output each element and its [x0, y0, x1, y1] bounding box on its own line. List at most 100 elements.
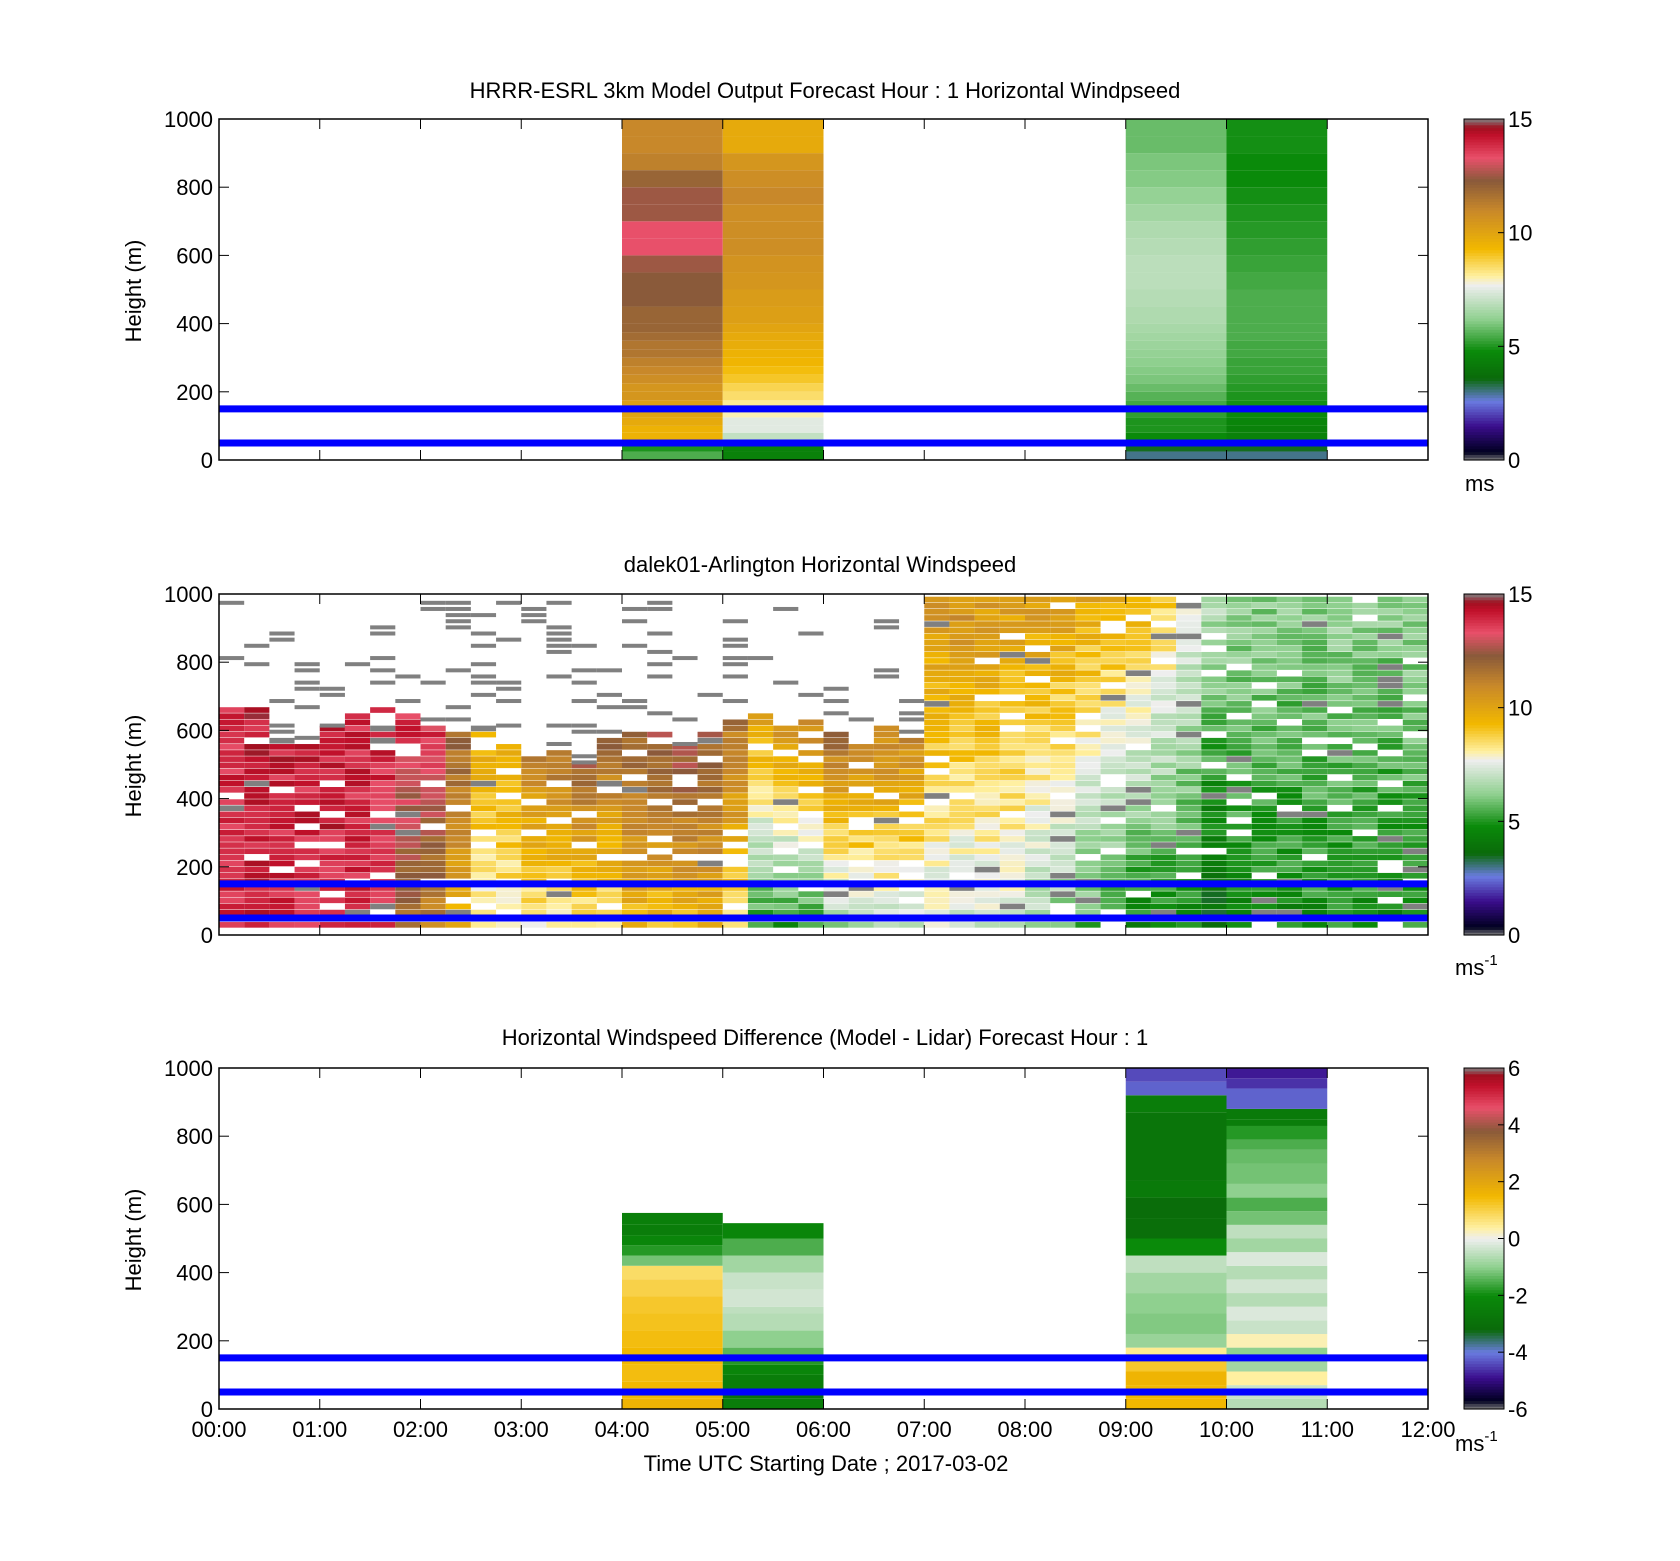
heatmap-cell: [1075, 756, 1101, 762]
heatmap-cell: [571, 774, 597, 781]
heatmap-cell: [294, 744, 320, 750]
colorbar-segment: [1464, 790, 1504, 794]
heatmap-cell: [722, 432, 824, 440]
heatmap-cell: [571, 723, 597, 728]
y-tick-label: 400: [176, 787, 213, 812]
heatmap-cell: [470, 872, 497, 879]
heatmap-cell: [1176, 633, 1202, 640]
heatmap-cell: [1125, 627, 1151, 634]
heatmap-cell: [999, 651, 1025, 658]
heatmap-cell: [1125, 842, 1151, 848]
heatmap-cell: [647, 649, 673, 654]
heatmap-cell: [697, 768, 723, 775]
heatmap-cell: [244, 768, 270, 775]
heatmap-cell: [244, 891, 270, 897]
colorbar-segment: [1464, 770, 1504, 774]
heatmap-cell: [873, 922, 900, 928]
heatmap-cell: [823, 799, 849, 805]
colorbar-segment: [1464, 1352, 1504, 1356]
colorbar-segment: [1464, 676, 1504, 680]
heatmap-cell: [1025, 756, 1051, 762]
heatmap-cell: [949, 615, 975, 621]
heatmap-cell: [1251, 719, 1277, 726]
heatmap-cell: [722, 238, 824, 256]
colorbar-segment: [1464, 602, 1504, 606]
heatmap-cell: [269, 750, 295, 756]
heatmap-cell: [622, 221, 723, 239]
heatmap-cell: [219, 842, 245, 848]
heatmap-cell: [622, 119, 723, 137]
heatmap-cell: [1327, 872, 1353, 879]
heatmap-cell: [1377, 891, 1403, 897]
colorbar-segment: [1464, 744, 1504, 749]
heatmap-cell: [395, 805, 421, 812]
heatmap-cell: [1226, 1211, 1328, 1225]
heatmap-cell: [269, 729, 295, 734]
heatmap-cell: [1176, 762, 1202, 769]
heatmap-cell: [1276, 682, 1303, 689]
heatmap-cell: [1125, 854, 1151, 861]
colorbar-segment: [1464, 741, 1504, 746]
heatmap-cell: [420, 854, 446, 861]
heatmap-cell: [1150, 860, 1177, 867]
heatmap-cell: [1226, 323, 1328, 333]
heatmap-cell: [999, 823, 1025, 830]
heatmap-cell: [1125, 682, 1151, 689]
heatmap-cell: [1327, 664, 1353, 670]
heatmap-cell: [1402, 891, 1428, 897]
colorbar-segment: [1464, 366, 1504, 370]
colorbar-segment: [1464, 420, 1504, 424]
heatmap-cell: [1150, 725, 1177, 732]
heatmap-cell: [1050, 799, 1076, 805]
x-tick-label: 04:00: [594, 1417, 649, 1442]
heatmap-cell: [1075, 633, 1101, 640]
heatmap-cell: [999, 750, 1025, 756]
heatmap-cell: [873, 768, 900, 775]
colorbar-segment: [1464, 795, 1504, 800]
heatmap-cell: [370, 817, 396, 824]
heatmap-cell: [1302, 922, 1328, 928]
heatmap-cell: [395, 787, 421, 793]
y-tick-label: 200: [176, 1329, 213, 1354]
heatmap-cell: [974, 701, 1000, 707]
heatmap-cell: [1125, 811, 1151, 818]
heatmap-cell: [1176, 676, 1202, 683]
heatmap-cell: [470, 909, 497, 916]
colorbar-segment: [1464, 161, 1504, 166]
heatmap-cell: [1100, 664, 1126, 670]
heatmap-cell: [219, 811, 245, 818]
heatmap-cell: [294, 774, 320, 781]
heatmap-cell: [722, 153, 824, 171]
heatmap-cell: [521, 842, 547, 848]
heatmap-cell: [1176, 688, 1202, 695]
heatmap-cell: [873, 848, 900, 855]
colorbar-segment: [1464, 442, 1504, 447]
heatmap-cell: [1226, 1119, 1328, 1126]
heatmap-cell: [1352, 793, 1378, 799]
heatmap-cell: [546, 848, 572, 855]
heatmap-cell: [420, 836, 446, 842]
heatmap-cell: [798, 897, 824, 904]
heatmap-cell: [596, 805, 622, 812]
heatmap-cell: [470, 643, 497, 648]
heatmap-cell: [571, 699, 597, 704]
colorbar-segment: [1464, 249, 1504, 254]
colorbar-segment: [1464, 175, 1504, 180]
heatmap-cell: [1125, 1272, 1227, 1294]
heatmap-cell: [1075, 694, 1101, 701]
heatmap-cell: [1276, 922, 1303, 928]
colorbar-segment: [1464, 594, 1504, 598]
heatmap-cell: [1150, 682, 1177, 689]
heatmap-cell: [949, 688, 975, 695]
x-tick-label: 06:00: [796, 1417, 851, 1442]
heatmap-cell: [1402, 633, 1428, 640]
heatmap-cell: [1276, 639, 1303, 646]
heatmap-cell: [647, 780, 673, 787]
heatmap-cell: [1100, 891, 1126, 897]
heatmap-cell: [294, 762, 320, 769]
heatmap-cell: [1075, 805, 1101, 812]
heatmap-cell: [596, 799, 622, 805]
heatmap-cell: [269, 854, 295, 861]
heatmap-cell: [949, 854, 975, 861]
heatmap-cell: [546, 637, 572, 642]
